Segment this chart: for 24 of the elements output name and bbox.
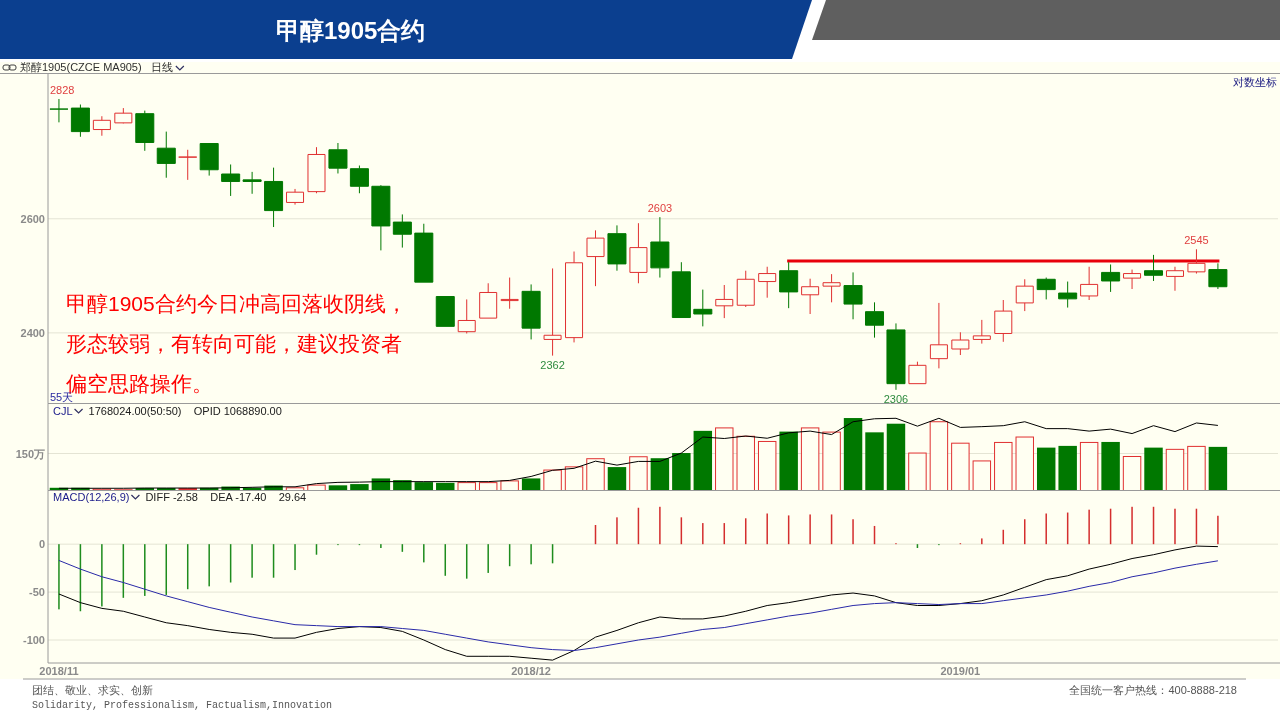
- y-tick-label: 2400: [20, 326, 45, 339]
- y-tick-label: -100: [22, 634, 45, 646]
- y-tick-label: 2600: [20, 212, 45, 225]
- text: 对数坐标: [1233, 76, 1277, 88]
- chart-subtitle: 郑醇1905(CZCE MA905) 日线: [20, 61, 173, 73]
- text: 团结、敬业、求实、创新: [32, 684, 153, 696]
- chart-subtitle: DIFF -2.58 DEA -17.40 29.64: [145, 491, 307, 503]
- annotation: 2362: [540, 358, 565, 371]
- annotation: 2306: [883, 392, 909, 405]
- chart-title: CJL: [53, 405, 73, 417]
- x-tick-label: 2018/11: [39, 665, 79, 677]
- chart-title: MACD(12,26,9): [53, 491, 130, 503]
- y-tick-label: 0: [38, 538, 45, 551]
- text: 全国统一客户热线：400-8888-218: [1069, 684, 1237, 696]
- y-tick-label: -50: [29, 586, 45, 599]
- annotation: 2828: [50, 83, 75, 96]
- annotation: 2545: [1184, 234, 1209, 247]
- chart-title: 甲醇1905合约: [276, 17, 426, 44]
- annotation: 2603: [647, 202, 673, 215]
- chart-subtitle: 1768024.00(50:50) OPID 1068890.00: [88, 405, 282, 417]
- x-tick-label: 2019/01: [940, 665, 981, 677]
- x-tick-label: 2018/12: [511, 665, 551, 677]
- y-tick-label: 150万: [15, 447, 45, 460]
- text: Solidarity, Professionalism, Factualism,Innovation: [32, 700, 333, 711]
